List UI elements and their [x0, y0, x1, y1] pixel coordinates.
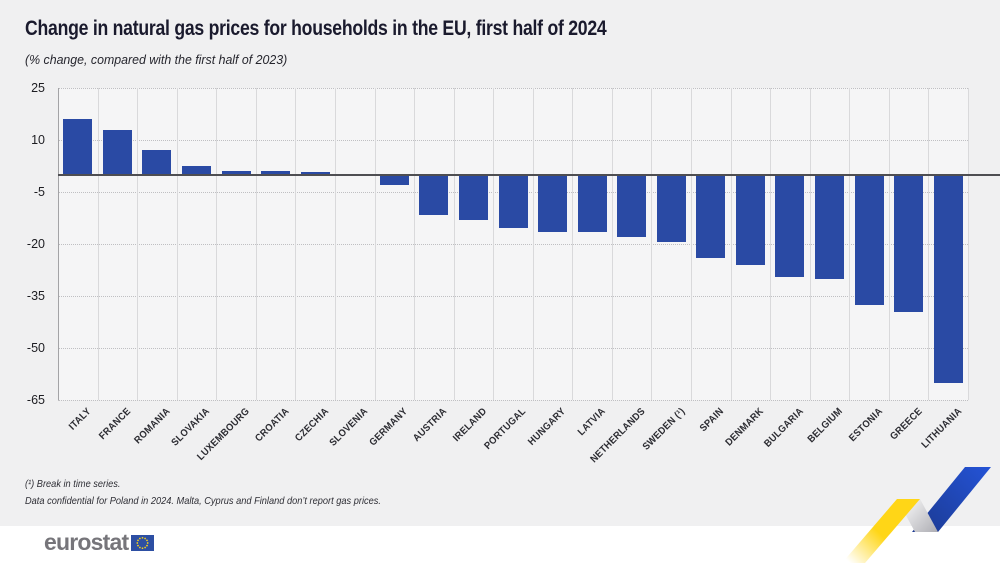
bar-greece: [894, 174, 924, 312]
bar-czechia: [300, 172, 330, 175]
grid-line-v-19: [810, 88, 811, 400]
x-label-belgium: BELGIUM: [806, 406, 846, 446]
y-axis-line: [58, 88, 59, 400]
grid-line-h-10: [58, 140, 968, 141]
grid-line-h--35: [58, 296, 968, 297]
eurostat-ribbon-graphic: [842, 467, 991, 563]
footnote-break-in-series: (¹) Break in time series.: [25, 478, 121, 490]
zero-axis-line: [58, 173, 1000, 176]
grid-line-v-10: [454, 88, 455, 400]
ribbon-yellow-segment: [842, 499, 920, 563]
y-tick--50: -50: [26, 341, 45, 355]
bar-denmark: [735, 174, 765, 265]
grid-line-v-17: [731, 88, 732, 400]
footnotes: (¹) Break in time series. Data confident…: [25, 477, 429, 511]
bar-sweden: [656, 174, 686, 243]
eu-flag-icon: [131, 534, 155, 551]
bar-germany: [379, 174, 409, 186]
y-tick--35: -35: [26, 289, 45, 303]
x-label-spain: SPAIN: [698, 406, 727, 435]
bar-bulgaria: [775, 174, 805, 277]
plot-area: [58, 88, 969, 401]
grid-line-h--65: [58, 400, 968, 401]
bar-slovakia: [181, 166, 211, 175]
grid-line-v-5: [256, 88, 257, 400]
grid-line-v-4: [216, 88, 217, 400]
x-label-austria: AUSTRIA: [411, 406, 450, 445]
x-label-france: FRANCE: [97, 406, 134, 443]
footnote-confidential: Data confidential for Poland in 2024. Ma…: [25, 495, 381, 507]
bar-austria: [419, 174, 449, 215]
grid-line-v-16: [691, 88, 692, 400]
grid-line-v-23: [968, 88, 969, 400]
grid-line-v-11: [493, 88, 494, 400]
x-label-portugal: PORTUGAL: [482, 406, 529, 452]
grid-line-v-20: [849, 88, 850, 400]
x-label-slovenia: SLOVENIA: [327, 406, 371, 449]
bar-italy: [63, 119, 93, 175]
x-label-germany: GERMANY: [367, 406, 411, 449]
y-tick-10: 10: [31, 133, 45, 147]
x-label-lithuania: LITHUANIA: [919, 406, 964, 451]
x-label-slovakia: SLOVAKIA: [169, 406, 213, 449]
bar-romania: [142, 150, 172, 175]
grid-line-v-14: [612, 88, 613, 400]
ribbon-blue-segment: [912, 467, 991, 532]
grid-line-h-25: [58, 88, 968, 89]
grid-line-v-9: [414, 88, 415, 400]
x-label-denmark: DENMARK: [723, 406, 767, 449]
bar-france: [102, 129, 132, 175]
grid-line-v-2: [137, 88, 138, 400]
bar-hungary: [538, 174, 568, 232]
bar-estonia: [854, 174, 884, 305]
x-label-italy: ITALY: [67, 406, 94, 433]
y-tick--20: -20: [26, 237, 45, 251]
grid-line-v-15: [651, 88, 652, 400]
x-label-czechia: CZECHIA: [292, 406, 331, 445]
x-label-estonia: ESTONIA: [846, 406, 885, 444]
bar-portugal: [498, 174, 528, 229]
grid-line-v-22: [928, 88, 929, 400]
bar-netherlands: [617, 174, 647, 238]
x-label-croatia: CROATIA: [253, 406, 292, 445]
eurostat-logo: eurostat: [44, 529, 155, 556]
grid-line-v-1: [98, 88, 99, 400]
grid-line-h--50: [58, 348, 968, 349]
y-tick--5: -5: [33, 185, 45, 199]
grid-line-v-12: [533, 88, 534, 400]
bar-belgium: [815, 174, 845, 279]
x-label-hungary: HUNGARY: [526, 406, 569, 448]
x-label-bulgaria: BULGARIA: [762, 406, 806, 450]
grid-line-v-3: [177, 88, 178, 400]
footer-strip: [0, 526, 1000, 563]
bar-spain: [696, 174, 726, 258]
grid-line-v-21: [889, 88, 890, 400]
x-label-ireland: IRELAND: [451, 406, 490, 445]
chart-subtitle: (% change, compared with the first half …: [25, 52, 288, 67]
y-tick-25: 25: [31, 81, 45, 95]
grid-line-v-8: [375, 88, 376, 400]
x-label-romania: ROMANIA: [132, 406, 173, 447]
bar-croatia: [261, 170, 291, 175]
x-label-greece: GREECE: [887, 406, 925, 443]
page-title: Change in natural gas prices for househo…: [25, 17, 607, 40]
grid-line-v-7: [335, 88, 336, 400]
y-tick--65: -65: [26, 393, 45, 407]
bar-latvia: [577, 174, 607, 232]
grid-line-v-18: [770, 88, 771, 400]
eurostat-logo-text: eurostat: [44, 529, 129, 555]
bar-luxembourg: [221, 170, 251, 175]
bar-ireland: [458, 174, 488, 220]
bar-lithuania: [933, 174, 963, 383]
grid-line-h--20: [58, 244, 968, 245]
grid-line-v-13: [572, 88, 573, 400]
x-label-latvia: LATVIA: [575, 406, 608, 438]
grid-line-v-6: [295, 88, 296, 400]
